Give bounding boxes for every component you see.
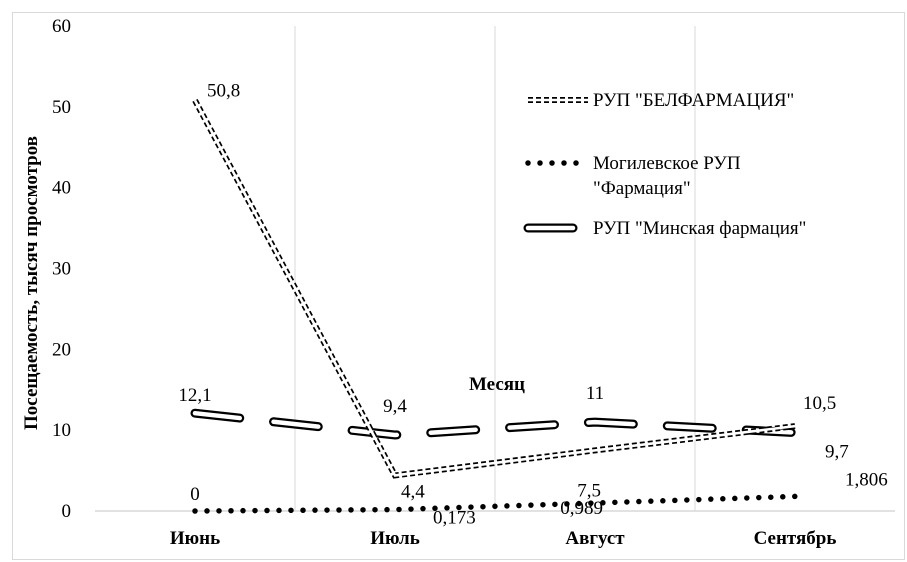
series-line — [192, 98, 796, 479]
y-tick-label: 20 — [52, 339, 71, 360]
series-line — [190, 408, 800, 440]
data-label: 4,4 — [401, 481, 425, 502]
legend-label: РУП "Минская фармация" — [593, 218, 806, 239]
series-lines — [190, 98, 800, 514]
data-label: 7,5 — [577, 480, 601, 501]
data-label: 50,8 — [207, 80, 240, 101]
y-tick-label: 40 — [52, 178, 71, 199]
y-tick-label: 60 — [52, 16, 71, 37]
legend-label: Могилевское РУП — [593, 153, 741, 174]
x-tick-label: Июль — [370, 528, 420, 549]
x-tick-label: Август — [565, 528, 625, 549]
data-label: 0 — [190, 484, 200, 505]
legend: РУП "БЕЛФАРМАЦИЯ" Могилевское РУП "Фармаци… — [523, 90, 806, 239]
data-label: 9,4 — [383, 396, 407, 417]
data-label: 0,989 — [560, 498, 603, 519]
x-axis-title: Месяц — [469, 374, 525, 395]
data-labels: 50,8 4,4 7,5 10,5 0 0,173 0,989 1,806 12,1 9,4 11 9… — [178, 80, 887, 528]
data-label: 12,1 — [178, 385, 211, 406]
data-label: 0,173 — [433, 508, 476, 529]
y-tick-label: 30 — [52, 259, 71, 280]
series-line-inner — [193, 99, 796, 477]
x-tick-label: Сентябрь — [754, 528, 837, 549]
axes: 0 10 20 30 40 50 60 Июнь Июль Август Сентябрь — [52, 16, 895, 549]
y-tick-label: 0 — [62, 501, 72, 522]
data-label: 11 — [586, 383, 604, 404]
legend-label: РУП "БЕЛФАРМАЦИЯ" — [593, 90, 794, 111]
y-tick-label: 50 — [52, 97, 71, 118]
data-label: 1,806 — [845, 469, 888, 490]
series-line-inner — [192, 410, 798, 438]
series-line — [192, 493, 798, 514]
data-label: 9,7 — [825, 442, 849, 463]
y-tick-label: 10 — [52, 420, 71, 441]
legend-label: "Фармация" — [593, 178, 691, 199]
series-line-dots — [192, 493, 798, 514]
x-tick-label: Июнь — [170, 528, 220, 549]
y-axis-title: Посещаемость, тысяч просмотров — [21, 136, 42, 430]
data-label: 10,5 — [803, 393, 836, 414]
